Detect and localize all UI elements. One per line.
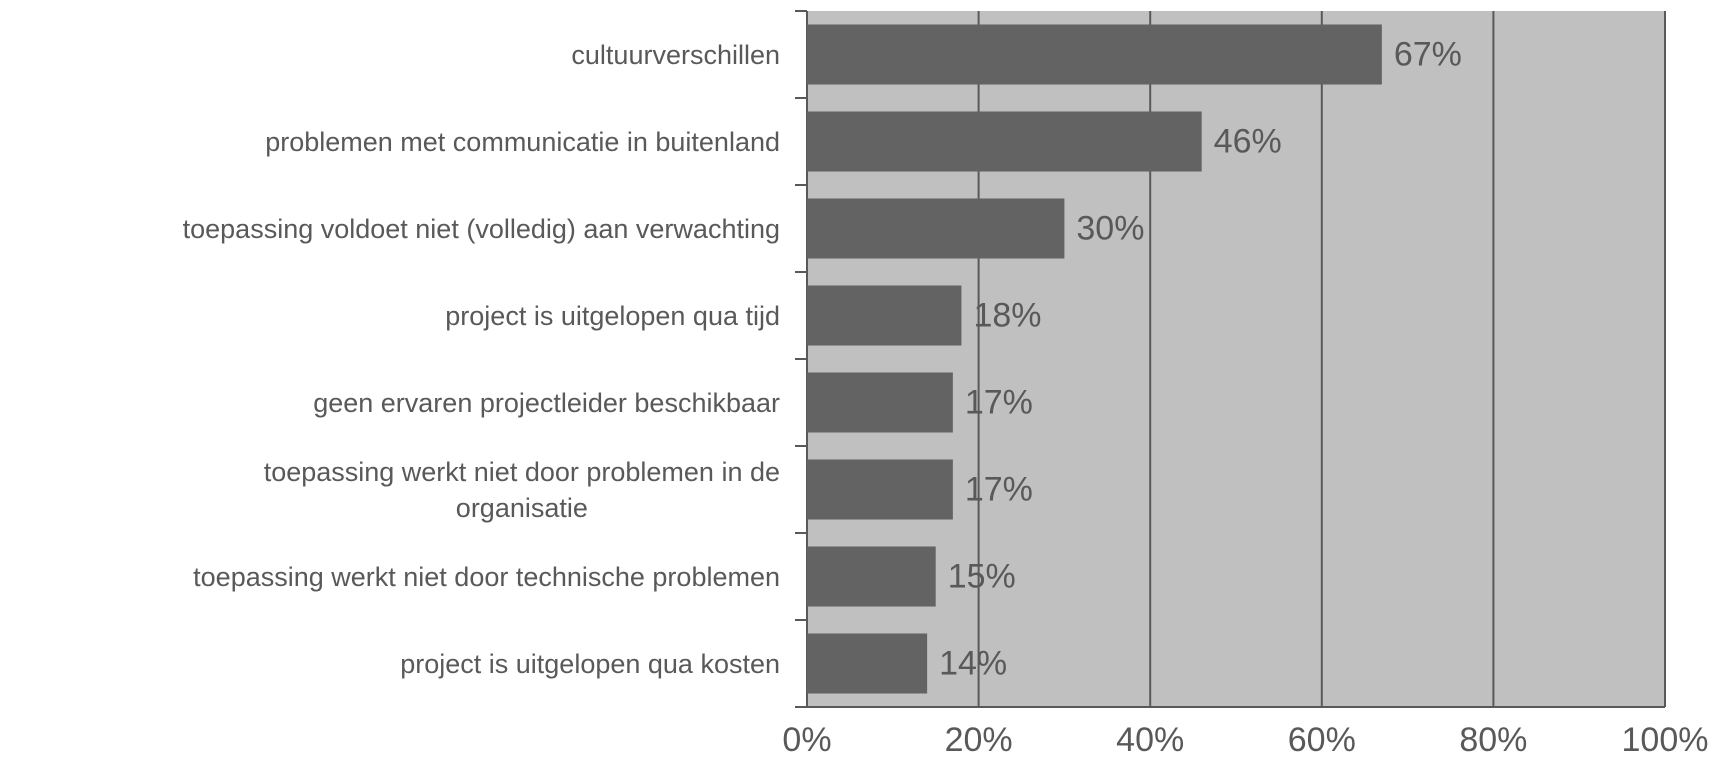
y-tick-label: project is uitgelopen qua tijd: [445, 298, 780, 334]
x-tick-label: 40%: [1116, 721, 1184, 759]
bar: [807, 285, 962, 346]
value-label: 46%: [1214, 122, 1282, 160]
y-tick-label: geen ervaren projectleider beschikbaar: [313, 385, 780, 421]
x-tick-label: 20%: [945, 721, 1013, 759]
value-label: 30%: [1076, 209, 1144, 247]
x-tick-label: 60%: [1288, 721, 1356, 759]
bar: [807, 372, 953, 433]
y-tick-label: toepassing werkt niet door problemen in …: [264, 454, 780, 526]
y-tick-text: geen ervaren projectleider beschikbaar: [313, 387, 780, 418]
x-tick-label: 80%: [1459, 721, 1527, 759]
value-label: 67%: [1394, 35, 1462, 73]
y-tick-label: cultuurverschillen: [571, 37, 780, 73]
bar: [807, 24, 1382, 85]
bar: [807, 633, 928, 694]
y-tick-text: project is uitgelopen qua tijd: [445, 300, 780, 331]
x-tick-label: 100%: [1622, 721, 1709, 759]
bar: [807, 546, 936, 607]
value-label: 14%: [939, 644, 1007, 682]
y-tick-text: toepassing voldoet niet (volledig) aan v…: [182, 213, 780, 244]
bar: [807, 198, 1065, 259]
y-tick-label: toepassing voldoet niet (volledig) aan v…: [183, 211, 780, 247]
x-tick-label: 0%: [782, 721, 831, 759]
bar: [807, 111, 1202, 172]
y-tick-label: project is uitgelopen qua kosten: [400, 646, 780, 682]
value-label: 17%: [965, 383, 1033, 421]
value-label: 17%: [965, 470, 1033, 508]
value-label: 15%: [948, 557, 1016, 595]
y-tick-text: cultuurverschillen: [571, 39, 780, 70]
y-tick-label: toepassing werkt niet door technische pr…: [193, 559, 780, 595]
y-tick-text: project is uitgelopen qua kosten: [400, 648, 780, 679]
bar: [807, 459, 953, 520]
y-tick-text: problemen met communicatie in buitenland: [265, 126, 780, 157]
y-tick-text: toepassing werkt niet door problemen in …: [263, 456, 780, 523]
y-tick-label: problemen met communicatie in buitenland: [265, 124, 780, 160]
value-label: 18%: [973, 296, 1041, 334]
y-tick-text: toepassing werkt niet door technische pr…: [193, 561, 780, 592]
